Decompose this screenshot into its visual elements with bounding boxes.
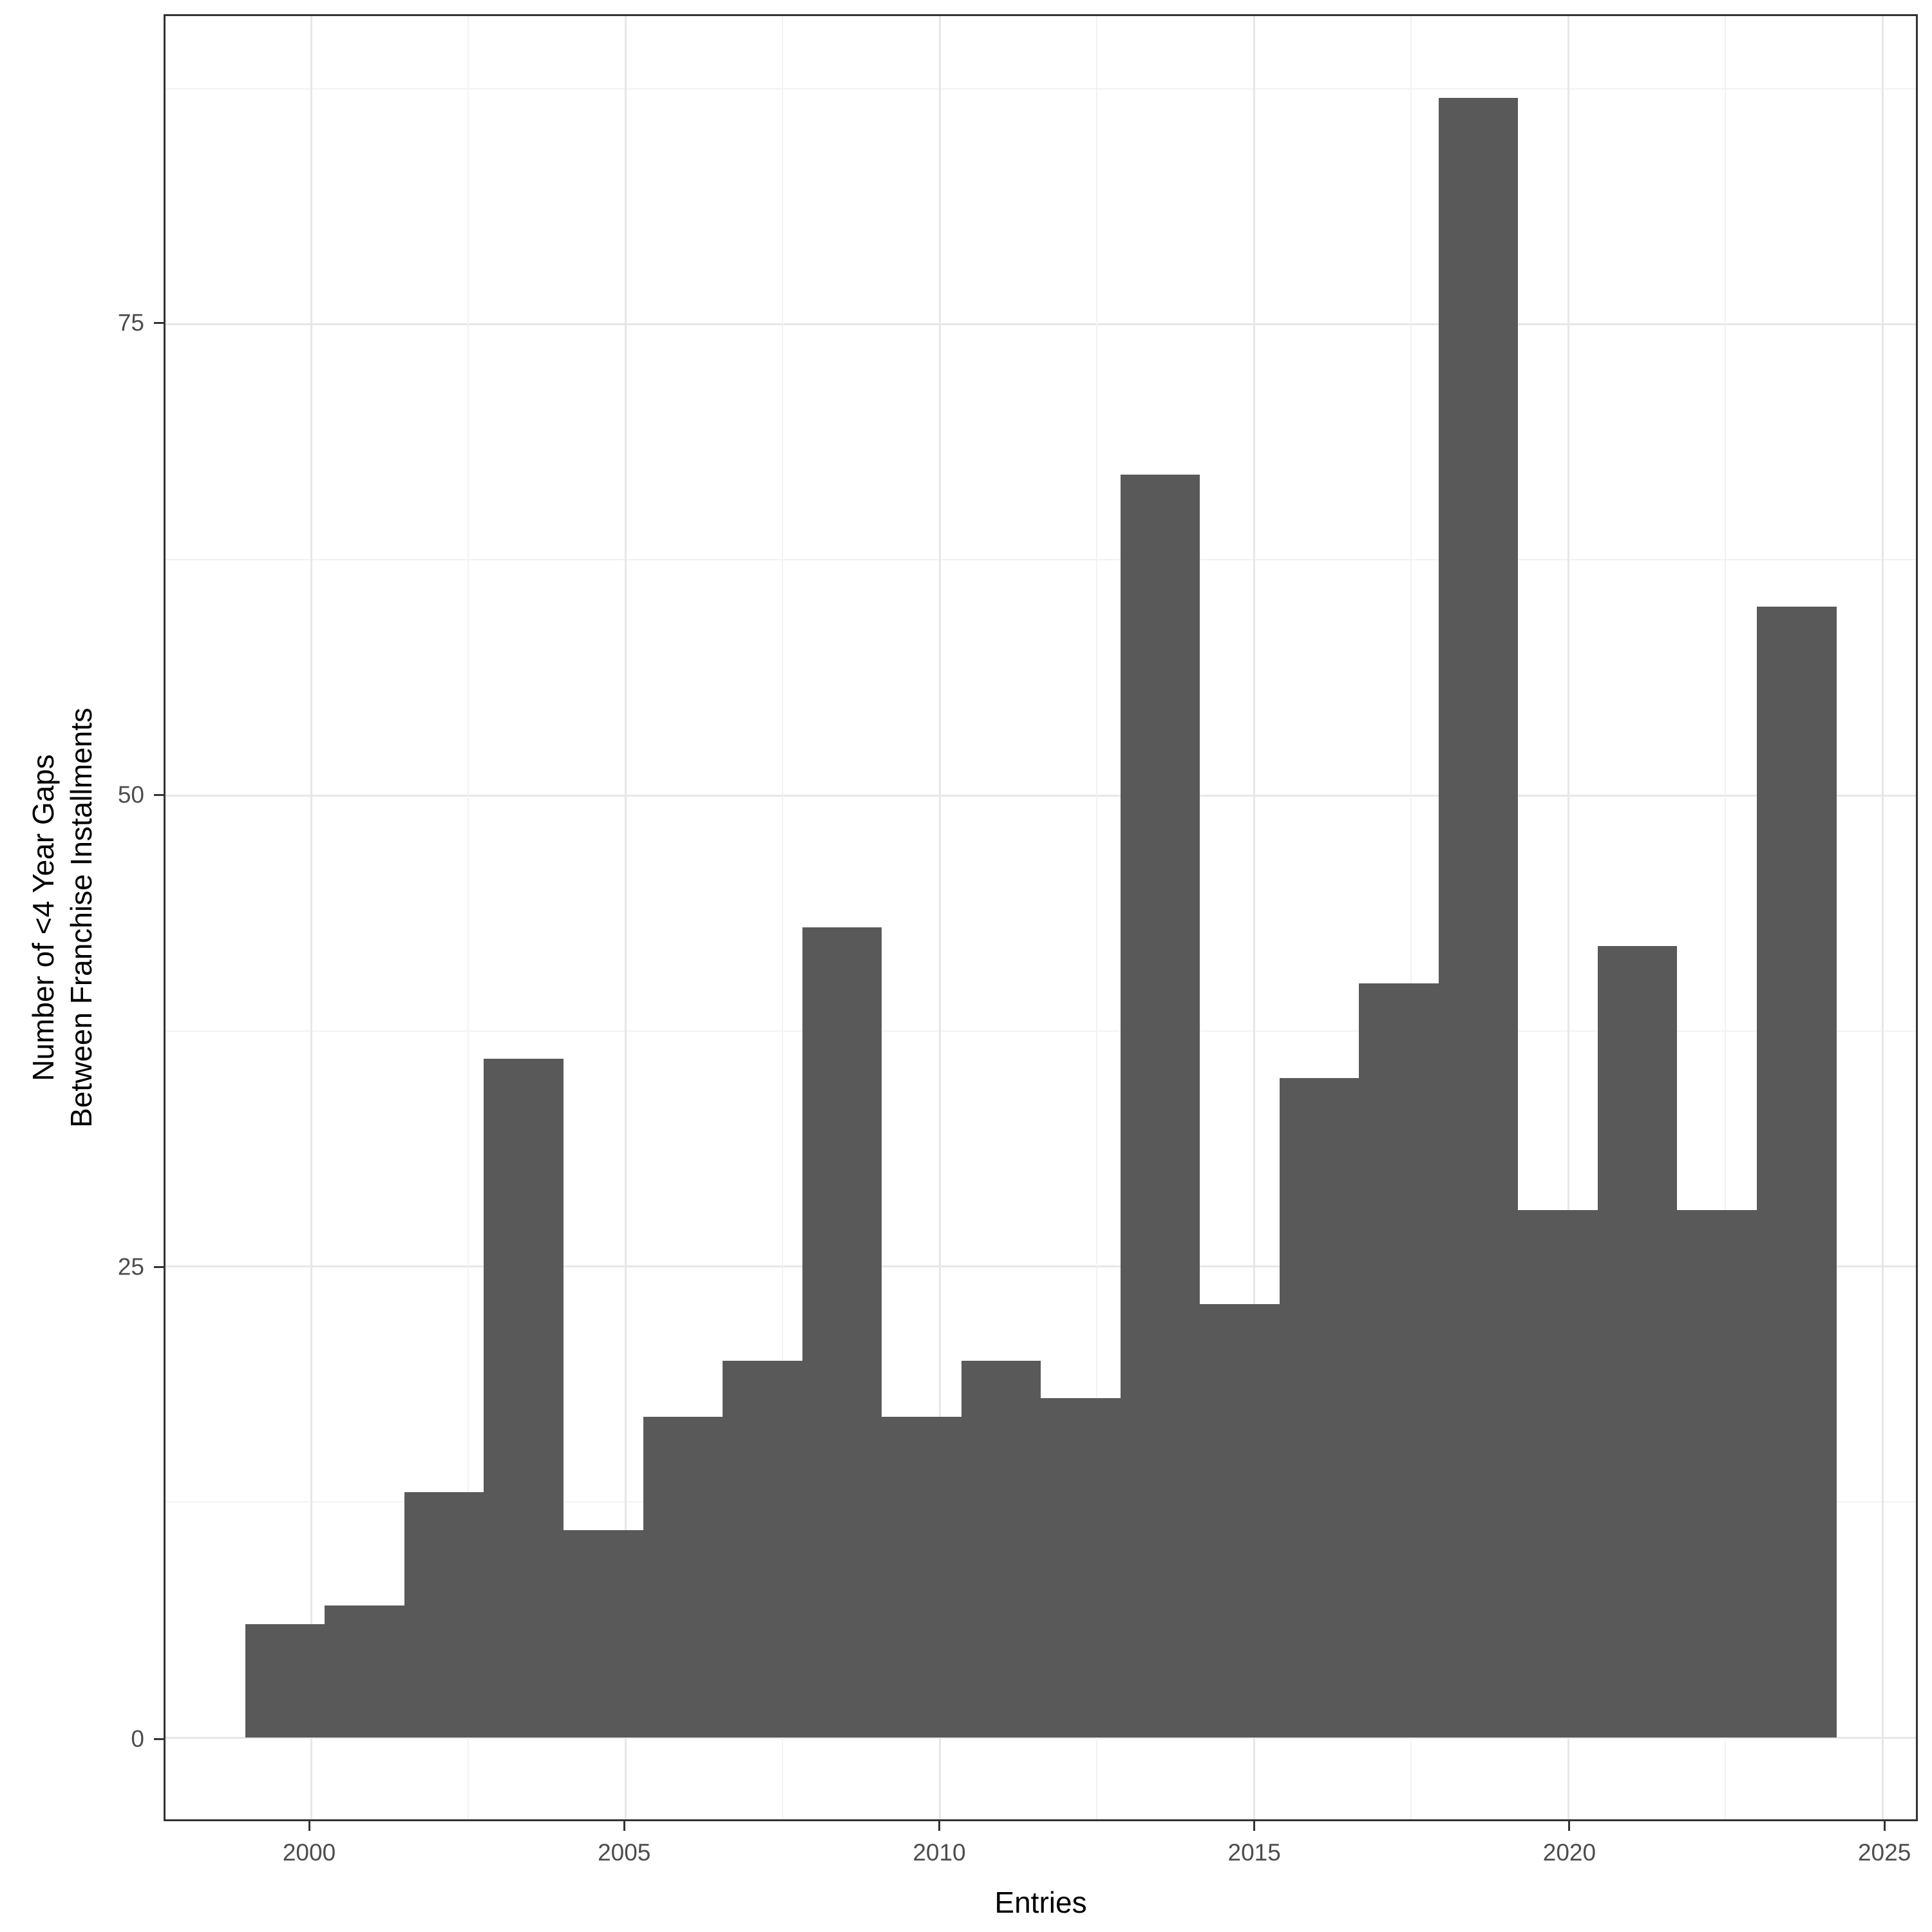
x-tick-mark	[1568, 1821, 1571, 1831]
x-tick-label: 2005	[598, 1839, 651, 1866]
histogram-bar	[563, 1530, 643, 1738]
y-major-gridline	[166, 1736, 1916, 1739]
x-tick-mark	[623, 1821, 625, 1831]
histogram-bar	[484, 1059, 564, 1738]
y-minor-gridline	[166, 1030, 1916, 1032]
y-tick-mark	[154, 793, 164, 796]
y-tick-label: 0	[131, 1725, 144, 1752]
x-major-gridline	[624, 16, 627, 1819]
histogram-bar	[325, 1605, 404, 1738]
y-minor-gridline	[166, 559, 1916, 561]
histogram-bar	[643, 1417, 723, 1738]
x-tick-mark	[1883, 1821, 1886, 1831]
histogram-bar	[1677, 1209, 1757, 1738]
x-tick-label: 2000	[282, 1839, 336, 1866]
y-tick-mark	[154, 1738, 164, 1740]
y-tick-label: 25	[117, 1253, 144, 1280]
x-tick-label: 2010	[913, 1839, 966, 1866]
histogram-bar	[961, 1360, 1041, 1738]
x-major-gridline	[1253, 16, 1255, 1819]
x-minor-gridline	[1725, 16, 1727, 1819]
y-minor-gridline	[166, 88, 1916, 90]
plot-panel	[164, 14, 1918, 1821]
histogram-bar	[1041, 1398, 1121, 1738]
x-major-gridline	[310, 16, 312, 1819]
x-minor-gridline	[781, 16, 783, 1819]
y-tick-mark	[154, 321, 164, 324]
y-tick-label: 50	[117, 781, 144, 808]
y-axis-title-line-2: Between Franchise Installments	[64, 708, 98, 1128]
histogram-bar	[722, 1360, 802, 1738]
histogram-bar	[1756, 607, 1837, 1738]
x-minor-gridline	[1410, 16, 1412, 1819]
histogram-bar	[1597, 945, 1677, 1738]
x-tick-label: 2020	[1542, 1839, 1596, 1866]
x-tick-label: 2015	[1227, 1839, 1281, 1866]
histogram-bar	[802, 927, 882, 1738]
histogram-bar	[1279, 1077, 1359, 1738]
y-major-gridline	[166, 1265, 1916, 1268]
histogram-bar	[1518, 1209, 1598, 1738]
histogram-bar	[1120, 475, 1200, 1738]
histogram-bar	[245, 1624, 325, 1738]
histogram-bar	[1200, 1303, 1280, 1738]
x-major-gridline	[938, 16, 941, 1819]
y-axis-title-line-1: Number of <4 Year Gaps	[26, 754, 61, 1081]
x-major-gridline	[1567, 16, 1570, 1819]
x-tick-mark	[938, 1821, 940, 1831]
y-axis-title: Number of <4 Year Gaps Between Franchise…	[24, 708, 100, 1128]
x-tick-label: 2025	[1857, 1839, 1911, 1866]
histogram-bar	[881, 1417, 961, 1738]
x-axis-title: Entries	[994, 1886, 1087, 1919]
histogram-bar	[404, 1492, 484, 1738]
x-minor-gridline	[467, 16, 469, 1819]
y-major-gridline	[166, 323, 1916, 326]
histogram-bar	[1438, 98, 1518, 1738]
x-major-gridline	[1882, 16, 1884, 1819]
y-tick-mark	[154, 1265, 164, 1268]
y-major-gridline	[166, 794, 1916, 797]
x-tick-mark	[1253, 1821, 1256, 1831]
x-minor-gridline	[1095, 16, 1097, 1819]
x-tick-mark	[308, 1821, 310, 1831]
y-tick-label: 75	[117, 309, 144, 336]
histogram-bar	[1359, 983, 1439, 1738]
